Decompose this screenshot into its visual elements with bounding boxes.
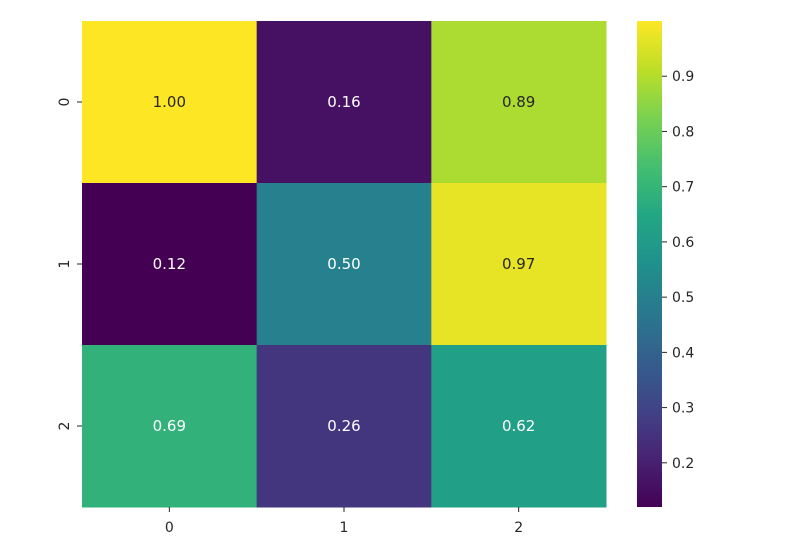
colorbar-tick-label-4: 0.6 <box>672 235 694 251</box>
heatmap-cell-1-0 <box>82 183 258 346</box>
cell-value-label-2-0: 0.69 <box>153 417 186 435</box>
x-axis: 0 1 2 <box>165 507 523 536</box>
colorbar-tick-label-0: 0.2 <box>672 456 694 472</box>
heatmap-cell-0-0 <box>82 21 258 184</box>
colorbar-tick-label-7: 0.9 <box>672 69 694 85</box>
heatmap-cell-0-2 <box>431 21 607 184</box>
colorbar-tick-label-1: 0.3 <box>672 401 694 417</box>
heatmap-cell-1-2 <box>431 183 607 346</box>
heatmap-cell-2-0 <box>82 345 258 508</box>
colorbar-tick-label-3: 0.5 <box>672 290 694 306</box>
y-axis: 0 1 2 <box>57 98 82 431</box>
heatmap-cell-2-1 <box>256 345 432 508</box>
cell-value-label-1-2: 0.97 <box>502 255 535 273</box>
cell-value-label-0-2: 0.89 <box>502 93 535 111</box>
cell-value-label-1-0: 0.12 <box>153 255 186 273</box>
cell-value-label-2-2: 0.62 <box>502 417 535 435</box>
colorbar-tick-label-2: 0.4 <box>672 345 694 361</box>
cell-value-label-0-0: 1.00 <box>153 93 186 111</box>
y-tick-label-0: 0 <box>57 98 73 107</box>
cell-value-label-0-1: 0.16 <box>327 93 360 111</box>
x-tick-label-1: 1 <box>340 520 349 536</box>
y-tick-label-1: 1 <box>57 260 73 269</box>
x-tick-label-0: 0 <box>165 520 174 536</box>
colorbar-tick-label-6: 0.8 <box>672 124 694 140</box>
cell-value-label-2-1: 0.26 <box>327 417 360 435</box>
colorbar: 0.2 0.3 0.4 0.5 0.6 0.7 0.8 0.9 <box>637 21 694 507</box>
colorbar-tick-label-5: 0.7 <box>672 180 694 196</box>
heatmap-grid: 1.00 0.16 0.89 0.12 0.50 0.97 0.69 0.26 0.62 <box>82 21 607 508</box>
x-tick-label-2: 2 <box>514 520 523 536</box>
heatmap-cell-2-2 <box>431 345 607 508</box>
colorbar-gradient <box>637 21 662 507</box>
heatmap-cell-1-1 <box>256 183 432 346</box>
y-tick-label-2: 2 <box>57 422 73 431</box>
heatmap-cell-0-1 <box>256 21 432 184</box>
cell-value-label-1-1: 0.50 <box>327 255 360 273</box>
